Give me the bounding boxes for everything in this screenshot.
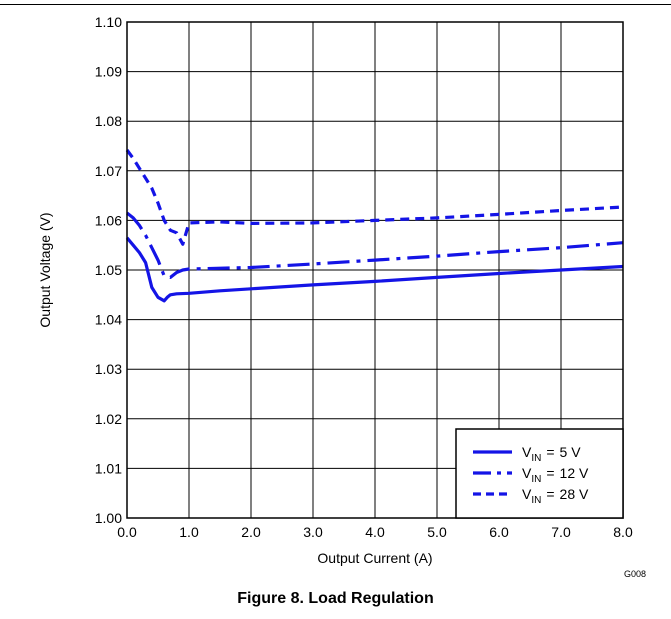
legend-label: VIN = 5 V <box>522 444 581 464</box>
y-tick-label: 1.04 <box>95 312 122 328</box>
y-tick-label: 1.01 <box>95 460 122 476</box>
x-tick-label: 5.0 <box>427 524 447 540</box>
y-tick-label: 1.05 <box>95 262 122 278</box>
y-axis-label: Output Voltage (V) <box>37 212 53 327</box>
x-tick-label: 6.0 <box>489 524 509 540</box>
y-tick-label: 1.06 <box>95 212 122 228</box>
legend-label: VIN = 28 V <box>522 486 589 506</box>
x-axis-label: Output Current (A) <box>317 550 432 566</box>
x-tick-label: 3.0 <box>303 524 323 540</box>
y-tick-label: 1.07 <box>95 163 122 179</box>
plot-frame <box>126 21 624 519</box>
top-rule <box>0 4 671 5</box>
y-tick-label: 1.09 <box>95 64 122 80</box>
series-line-2 <box>126 211 624 279</box>
y-tick-label: 1.03 <box>95 361 122 377</box>
tick-labels: 0.0 1.0 2.0 3.0 4.0 5.0 6.0 7.0 8.0 1.00 1.01 1.02 1… <box>95 14 633 540</box>
y-tick-label: 1.10 <box>95 14 122 30</box>
series-line-3 <box>125 149 624 246</box>
x-tick-label: 7.0 <box>551 524 571 540</box>
x-tick-label: 4.0 <box>365 524 385 540</box>
y-tick-label: 1.08 <box>95 113 122 129</box>
figure-caption: Figure 8. Load Regulation <box>237 590 434 607</box>
y-tick-label: 1.00 <box>95 510 122 526</box>
series-line-1 <box>125 236 624 303</box>
y-tick-label: 1.02 <box>95 411 122 427</box>
x-tick-label: 0.0 <box>117 524 137 540</box>
series-lines <box>125 149 624 303</box>
figure-id: G008 <box>624 569 647 579</box>
legend-label: VIN = 12 V <box>522 465 589 485</box>
x-tick-label: 2.0 <box>241 524 261 540</box>
x-tick-label: 8.0 <box>613 524 633 540</box>
x-tick-label: 1.0 <box>179 524 199 540</box>
